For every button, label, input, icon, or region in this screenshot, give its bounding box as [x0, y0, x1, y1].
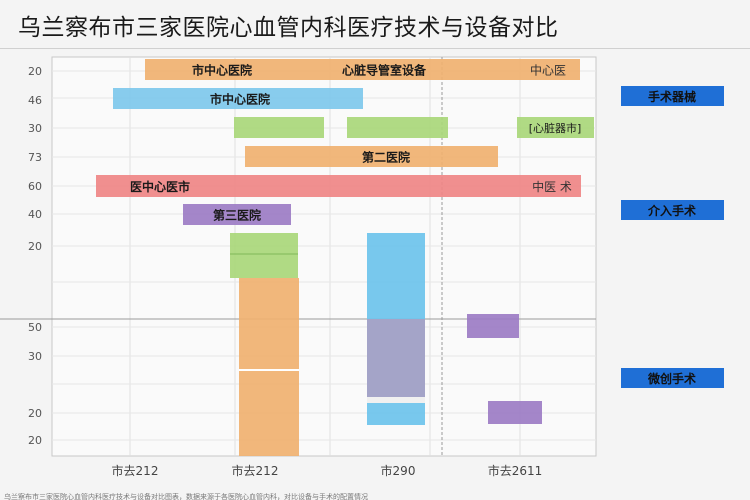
bar-label: 市中心医院: [192, 63, 252, 78]
bar: [488, 401, 542, 424]
legend-swatch: [621, 200, 724, 220]
bar: [245, 146, 498, 167]
page-title: 乌兰察布市三家医院心血管内科医疗技术与设备对比: [18, 15, 559, 41]
x-tick-label: 市去2611: [488, 463, 543, 478]
y-tick-label: 20: [28, 434, 42, 447]
plot-area: [51, 56, 597, 457]
bar-label: 市中心医院: [210, 92, 270, 107]
x-tick-label: 市290: [381, 463, 416, 478]
legend-swatch: [621, 368, 724, 388]
legend-label: 手术器械: [648, 89, 696, 104]
y-tick-label: 20: [28, 240, 42, 253]
x-tick-label: 市去212: [112, 463, 159, 478]
bar: [96, 175, 581, 197]
y-tick-label: 60: [28, 180, 42, 193]
bar-end-label: [心脏器市]: [529, 121, 582, 135]
legend-swatch: [621, 86, 724, 106]
y-tick-label: 46: [28, 94, 42, 107]
bar-gap: [367, 397, 425, 403]
bar-label: 医中心医市: [130, 179, 190, 194]
y-tick-label: 30: [28, 122, 42, 135]
y-tick-label: 30: [28, 350, 42, 363]
y-tick-label: 50: [28, 321, 42, 334]
y-tick-label: 20: [28, 407, 42, 420]
bar-label: 第二医院: [362, 150, 410, 165]
bar: [239, 278, 299, 456]
title-divider: [0, 48, 750, 49]
bar: [517, 117, 594, 138]
bar: [145, 59, 580, 80]
bar: [467, 314, 519, 338]
footer-note: 乌兰察布市三家医院心血管内科医疗技术与设备对比图表，数据来源于各医院心血管内科，…: [4, 493, 368, 500]
bar-label: 第三医院: [213, 208, 261, 223]
bar: [234, 117, 324, 138]
legend-label: 介入手术: [647, 203, 696, 218]
bar: [183, 204, 291, 225]
bar: [347, 117, 448, 138]
bar-label: 心脏导管室设备: [342, 63, 427, 78]
bar: [230, 233, 298, 278]
bar-end-label: 中心医: [530, 63, 566, 78]
y-tick-label: 73: [28, 151, 42, 164]
legend-label: 微创手术: [647, 371, 696, 386]
bar-segment: [367, 319, 425, 397]
y-tick-label: 20: [28, 65, 42, 78]
y-tick-label: 40: [28, 208, 42, 221]
bar-end-label: 中医 术: [532, 179, 572, 194]
x-tick-label: 市去212: [232, 463, 279, 478]
bar: [113, 88, 363, 109]
